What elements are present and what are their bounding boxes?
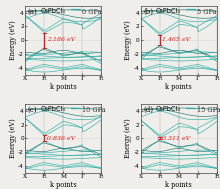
Text: CsPbCl₃: CsPbCl₃ [40,8,66,14]
Y-axis label: Energy (eV): Energy (eV) [9,20,17,60]
X-axis label: k points: k points [50,181,77,189]
Y-axis label: Energy (eV): Energy (eV) [124,20,132,60]
Text: 15 GPa: 15 GPa [197,106,220,114]
Text: 0.836 eV: 0.836 eV [47,136,75,141]
Text: CsPbCl₃: CsPbCl₃ [156,8,181,14]
Y-axis label: Energy (eV): Energy (eV) [9,119,17,158]
Text: 10 GPa: 10 GPa [81,106,105,114]
Text: (a): (a) [28,8,37,16]
Text: 0.311 eV: 0.311 eV [162,136,190,141]
X-axis label: k points: k points [50,83,77,91]
Text: 5 GPa: 5 GPa [197,8,216,16]
Text: CsPbCl₃: CsPbCl₃ [40,106,66,112]
Y-axis label: Energy (eV): Energy (eV) [124,119,132,158]
X-axis label: k points: k points [165,83,192,91]
Text: (c): (c) [28,106,37,114]
Text: 1.465 eV: 1.465 eV [162,37,190,42]
Text: CsPbCl₃: CsPbCl₃ [156,106,181,112]
Text: 2.186 eV: 2.186 eV [47,37,75,42]
X-axis label: k points: k points [165,181,192,189]
Text: (b): (b) [143,8,153,16]
Text: (d): (d) [143,106,153,114]
Text: 0 GPa: 0 GPa [81,8,101,16]
